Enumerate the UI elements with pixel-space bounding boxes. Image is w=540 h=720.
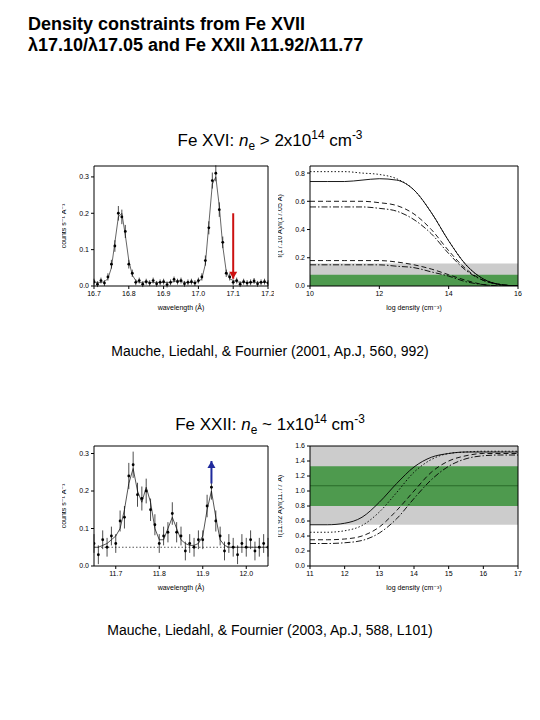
html-text:Mauche, Liedahl, & Fournier (2: Mauche, Liedahl, & Fournier (2001, Ap.J,… bbox=[111, 343, 429, 359]
html-text:Fe XXII: ne~ 1x10: Fe XXII: ne~ 1x10 bbox=[175, 414, 314, 437]
svg-text:I(17.10 Å)/I(17.05 Å): I(17.10 Å)/I(17.05 Å) bbox=[278, 194, 284, 257]
svg-text:0.0: 0.0 bbox=[295, 562, 305, 569]
svg-text:17: 17 bbox=[514, 570, 522, 577]
html-text:Fe XVI: ne> 2x10: Fe XVI: ne> 2x10 bbox=[177, 130, 312, 153]
svg-text:wavelength (Å): wavelength (Å) bbox=[157, 303, 205, 312]
svg-text:0.2: 0.2 bbox=[295, 254, 305, 261]
svg-text:0.1: 0.1 bbox=[79, 246, 89, 253]
svg-text:0.0: 0.0 bbox=[295, 282, 305, 289]
svg-text:11.8: 11.8 bbox=[153, 570, 166, 577]
svg-text:1.0: 1.0 bbox=[295, 487, 305, 494]
svg-text:0.1: 0.1 bbox=[79, 525, 89, 532]
svg-text:16.7: 16.7 bbox=[87, 290, 101, 297]
svg-text:counts s⁻¹ Å⁻¹: counts s⁻¹ Å⁻¹ bbox=[62, 483, 67, 528]
svg-text:0.2: 0.2 bbox=[295, 547, 305, 554]
svg-text:0.0: 0.0 bbox=[79, 562, 89, 569]
html-text:14cm-3: 14cm-3 bbox=[313, 412, 365, 434]
svg-text:11: 11 bbox=[306, 570, 313, 577]
svg-text:0.2: 0.2 bbox=[79, 210, 89, 217]
svg-text:log density (cm⁻³): log density (cm⁻³) bbox=[386, 304, 441, 312]
svg-text:16: 16 bbox=[479, 570, 487, 577]
svg-text:0.6: 0.6 bbox=[295, 198, 305, 205]
svg-text:12.0: 12.0 bbox=[239, 570, 253, 577]
svg-text:1.6: 1.6 bbox=[295, 442, 305, 449]
svg-text:14: 14 bbox=[410, 570, 418, 577]
html-text:λ17.10/λ17.05 and Fe XXII λ11.: λ17.10/λ17.05 and Fe XXII λ11.92/λ11.77 bbox=[28, 35, 364, 55]
svg-text:17.2: 17.2 bbox=[261, 290, 274, 297]
svg-text:16: 16 bbox=[514, 290, 522, 297]
html-text:Density constraints from Fe XV: Density constraints from Fe XVII bbox=[28, 14, 306, 34]
svg-text:0.3: 0.3 bbox=[79, 173, 89, 180]
svg-text:0.2: 0.2 bbox=[79, 487, 89, 494]
svg-text:0.3: 0.3 bbox=[79, 450, 89, 457]
svg-text:10: 10 bbox=[306, 290, 314, 297]
html-text:14cm-3: 14cm-3 bbox=[311, 128, 363, 150]
svg-text:17.0: 17.0 bbox=[192, 290, 206, 297]
svg-text:13: 13 bbox=[375, 570, 383, 577]
svg-text:12: 12 bbox=[341, 570, 349, 577]
svg-text:14: 14 bbox=[445, 290, 453, 297]
svg-text:0.0: 0.0 bbox=[79, 282, 89, 289]
svg-text:12: 12 bbox=[375, 290, 383, 297]
svg-text:11.7: 11.7 bbox=[109, 570, 122, 577]
svg-text:0.4: 0.4 bbox=[295, 226, 305, 233]
svg-text:17.1: 17.1 bbox=[226, 290, 240, 297]
svg-text:wavelength (Å): wavelength (Å) bbox=[157, 583, 205, 592]
html-text:Mauche, Liedahl, & Fournier (2: Mauche, Liedahl, & Fournier (2003, Ap.J,… bbox=[107, 622, 433, 638]
svg-text:0.6: 0.6 bbox=[295, 517, 305, 524]
svg-text:16.8: 16.8 bbox=[122, 290, 136, 297]
svg-text:1.4: 1.4 bbox=[295, 457, 305, 464]
svg-text:11.9: 11.9 bbox=[196, 570, 209, 577]
svg-text:0.8: 0.8 bbox=[295, 502, 305, 509]
svg-text:0.8: 0.8 bbox=[295, 170, 305, 177]
svg-text:1.2: 1.2 bbox=[295, 472, 305, 479]
svg-text:counts s⁻¹ Å⁻¹: counts s⁻¹ Å⁻¹ bbox=[62, 203, 67, 248]
svg-text:15: 15 bbox=[445, 570, 453, 577]
svg-text:I(11.92 Å)/I(11.77 Å): I(11.92 Å)/I(11.77 Å) bbox=[278, 475, 284, 537]
svg-text:0.4: 0.4 bbox=[295, 532, 305, 539]
svg-text:16.9: 16.9 bbox=[157, 290, 171, 297]
svg-text:log density (cm⁻³): log density (cm⁻³) bbox=[386, 584, 441, 592]
